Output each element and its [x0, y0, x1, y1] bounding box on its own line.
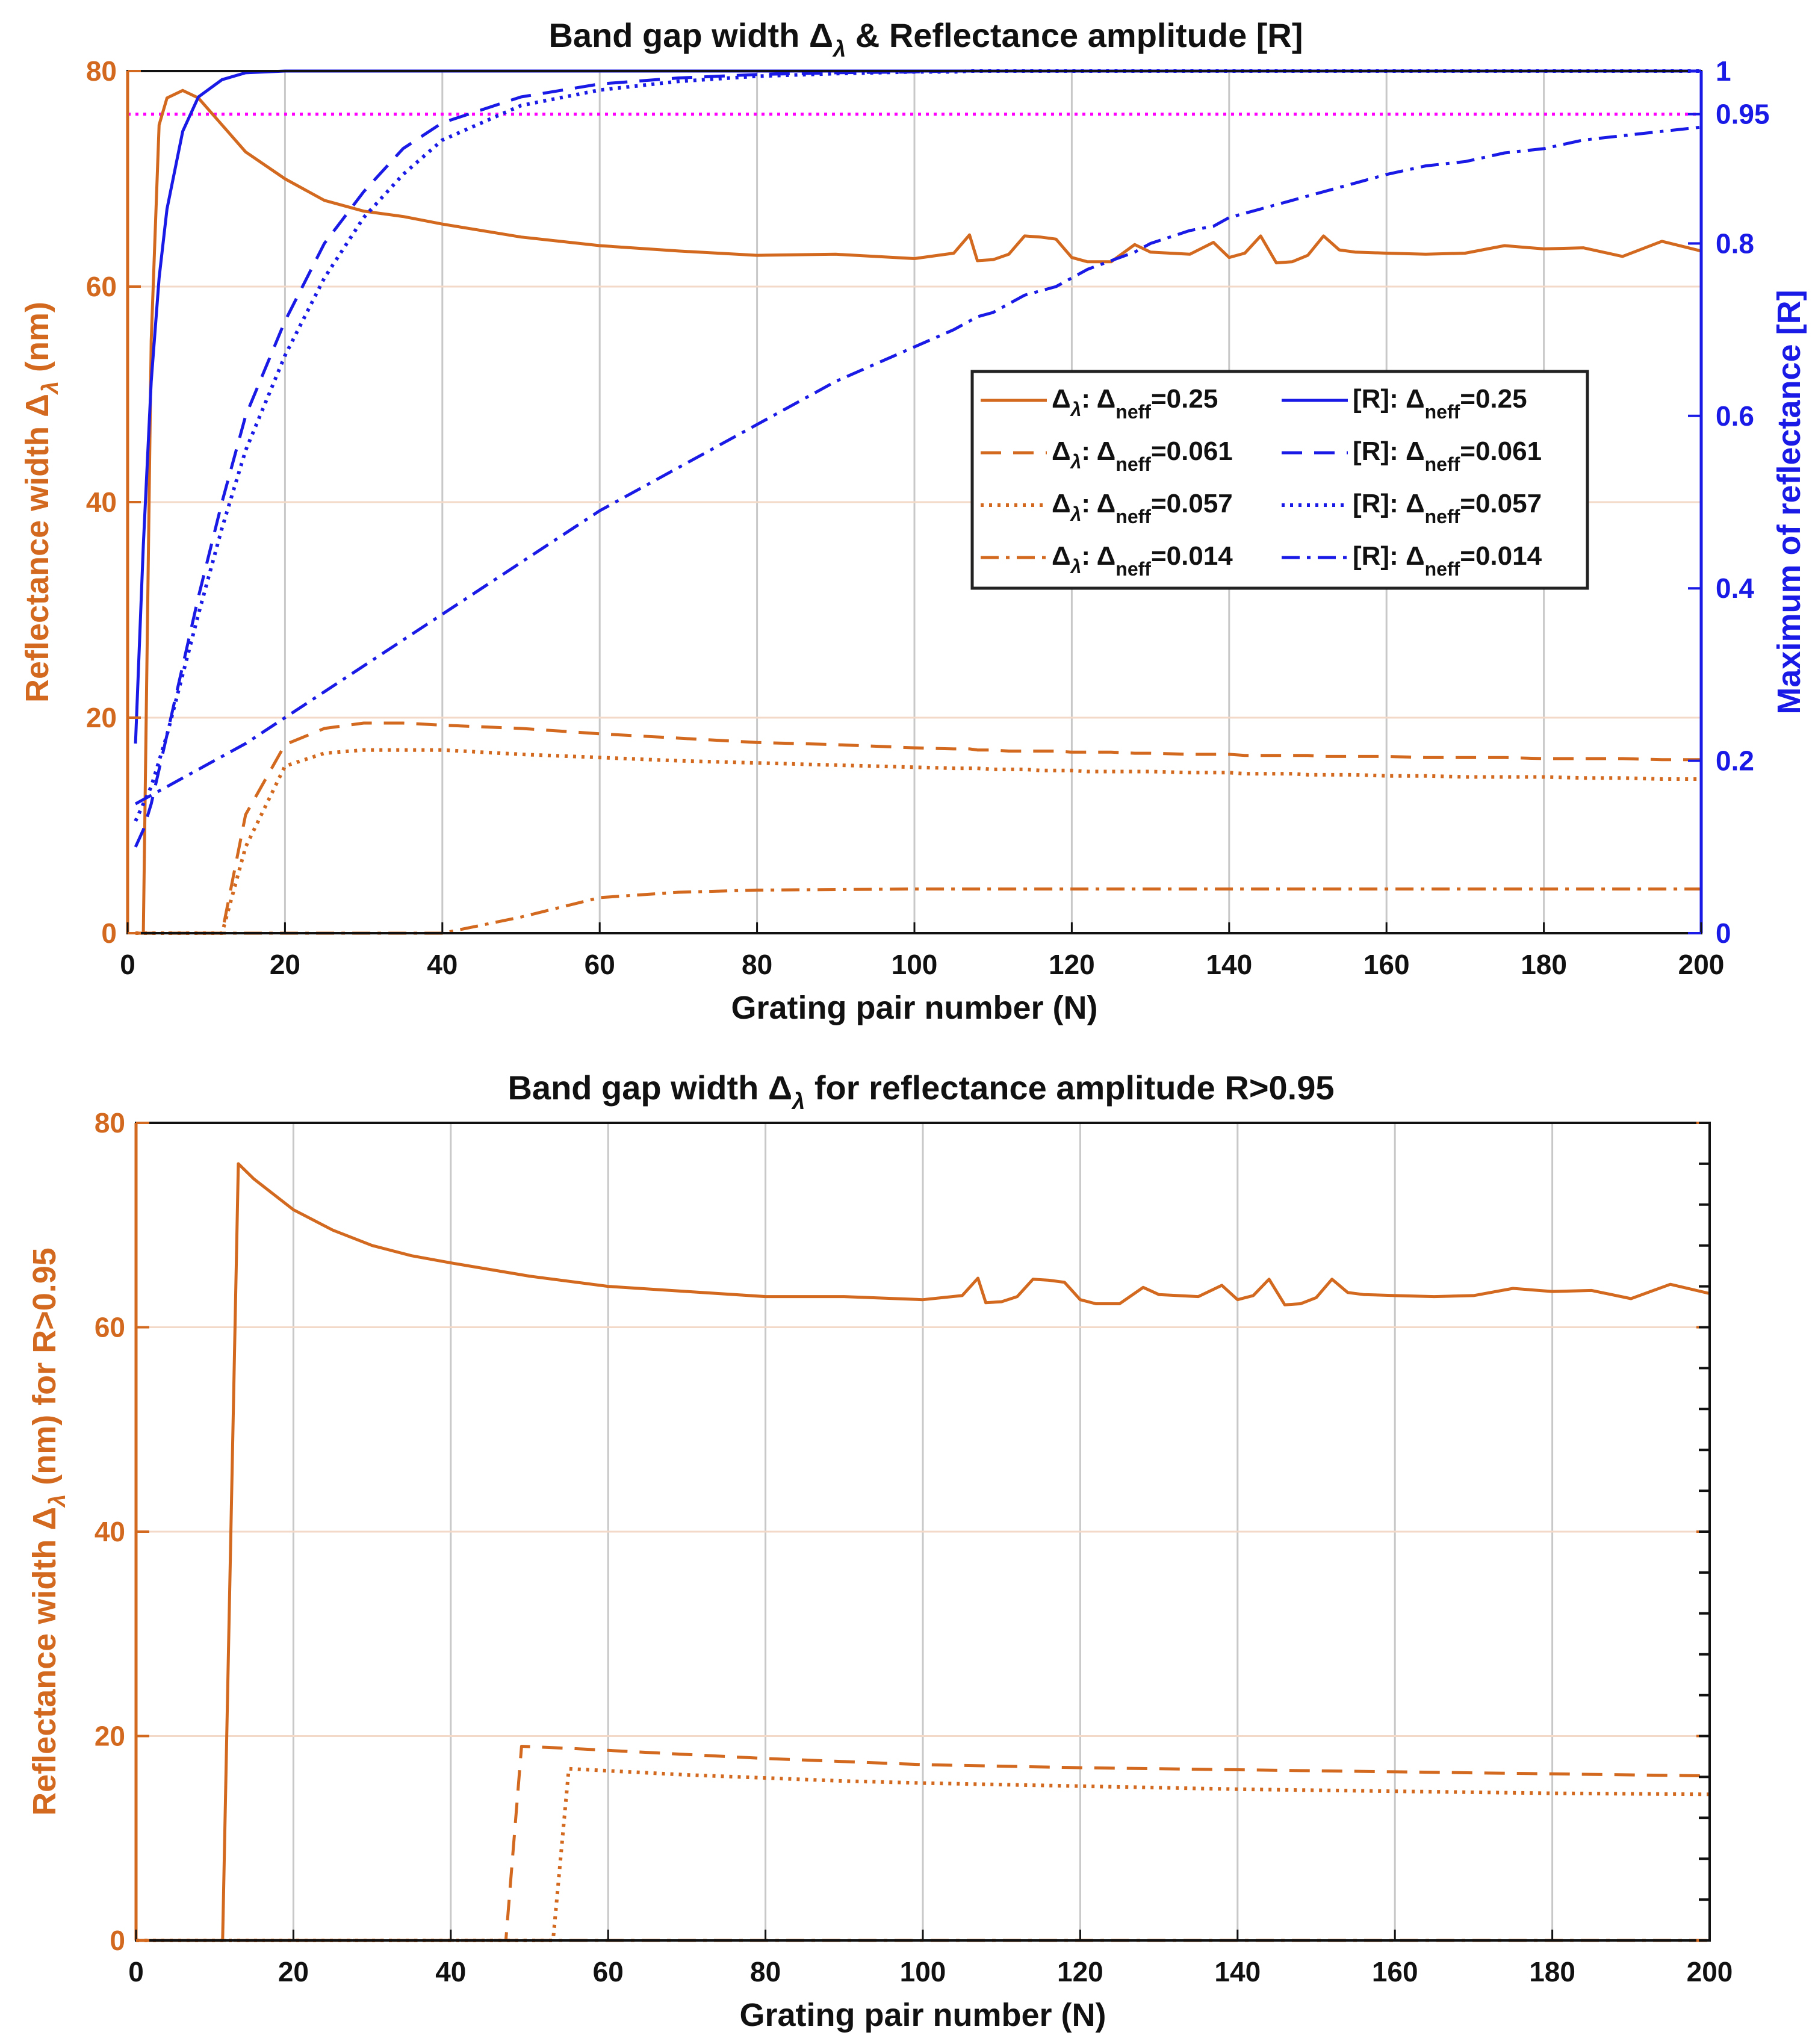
x-tick-label: 180 — [1521, 949, 1567, 980]
x-tick-label: 20 — [278, 1956, 309, 1987]
x-tick-label: 80 — [742, 949, 772, 980]
y-right-tick-label: 0 — [1716, 918, 1731, 949]
top-y-right-axis-label: Maximum of reflectance [R] — [1771, 290, 1807, 714]
top-y-left-axis-label: Reflectance width Δλ (nm) — [19, 302, 63, 703]
y-left-tick-label: 60 — [86, 271, 117, 302]
top-chart: Band gap width Δλ & Reflectance amplitud… — [19, 16, 1807, 1026]
x-tick-label: 200 — [1678, 949, 1725, 980]
x-tick-label: 40 — [435, 1956, 466, 1987]
x-tick-label: 100 — [900, 1956, 946, 1987]
figure: Band gap width Δλ & Reflectance amplitud… — [0, 0, 1818, 2044]
y-left-tick-label: 20 — [95, 1721, 125, 1752]
y-left-tick-label: 20 — [86, 702, 117, 733]
y-right-tick-label: 1 — [1716, 55, 1731, 87]
x-tick-label: 0 — [128, 1956, 144, 1987]
x-tick-label: 0 — [120, 949, 135, 980]
bottom-chart-title: Band gap width Δλ for reflectance amplit… — [507, 1069, 1334, 1114]
bottom-y-axis-label: Reflectance width Δλ (nm) for R>0.95 — [26, 1247, 70, 1816]
y-left-tick-label: 80 — [86, 55, 117, 87]
y-left-tick-label: 0 — [110, 1925, 125, 1956]
y-right-tick-label: 0.6 — [1716, 400, 1754, 432]
series-line — [135, 723, 1701, 933]
x-tick-label: 160 — [1372, 1956, 1418, 1987]
x-tick-label: 80 — [750, 1956, 781, 1987]
x-tick-label: 140 — [1214, 1956, 1261, 1987]
y-right-tick-label: 0.95 — [1716, 99, 1770, 130]
x-tick-label: 180 — [1529, 1956, 1575, 1987]
x-tick-label: 120 — [1057, 1956, 1103, 1987]
x-tick-label: 40 — [427, 949, 458, 980]
bottom-chart: Band gap width Δλ for reflectance amplit… — [26, 1069, 1733, 2033]
x-tick-label: 60 — [593, 1956, 624, 1987]
top-chart-title: Band gap width Δλ & Reflectance amplitud… — [548, 16, 1303, 62]
y-right-tick-label: 0.2 — [1716, 745, 1754, 777]
x-tick-label: 100 — [892, 949, 938, 980]
x-tick-label: 120 — [1049, 949, 1095, 980]
x-tick-label: 60 — [585, 949, 615, 980]
bottom-x-axis-label: Grating pair number (N) — [739, 1997, 1106, 2033]
x-tick-label: 20 — [270, 949, 300, 980]
series-line — [135, 889, 1701, 933]
y-right-tick-label: 0.8 — [1716, 228, 1754, 259]
y-left-tick-label: 0 — [101, 918, 117, 949]
y-left-tick-label: 80 — [95, 1107, 125, 1138]
y-left-tick-label: 40 — [86, 486, 117, 518]
x-tick-label: 140 — [1206, 949, 1252, 980]
y-right-tick-label: 0.4 — [1716, 573, 1754, 604]
bottom-ticks: 0 20 40 60 80 100 120 140 160 180 200 0 20 40 60 80 — [95, 1107, 1733, 1987]
series-line — [135, 750, 1701, 933]
x-tick-label: 160 — [1364, 949, 1410, 980]
x-tick-label: 200 — [1687, 1956, 1733, 1987]
top-x-axis-label: Grating pair number (N) — [731, 990, 1097, 1026]
y-left-tick-label: 40 — [95, 1516, 125, 1547]
y-left-tick-label: 60 — [95, 1312, 125, 1343]
